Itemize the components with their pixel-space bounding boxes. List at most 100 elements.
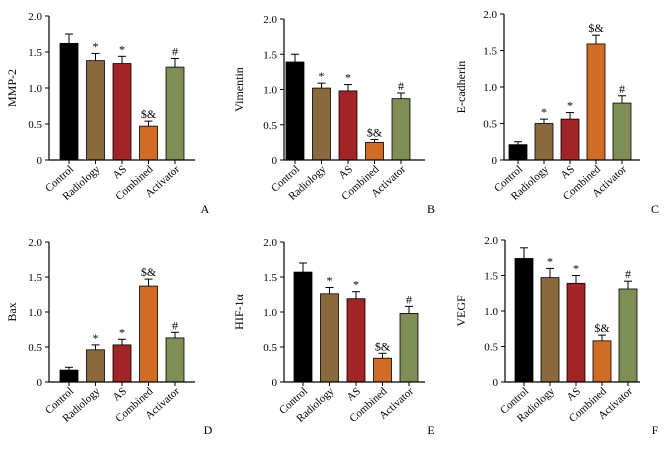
significance-combined: $& <box>141 107 157 121</box>
significance-as: * <box>119 42 125 56</box>
significance-as: * <box>573 262 579 276</box>
significance-radiology: * <box>547 254 553 268</box>
significance-as: * <box>353 278 359 292</box>
panel-b: Control*Radiology*AS$&Combined#Activator… <box>232 14 435 216</box>
bar-as <box>346 298 366 383</box>
panel-c: Control*Radiology*AS$&Combined#Activator… <box>454 9 659 216</box>
y-tick-label: 1.0 <box>483 82 497 94</box>
bar-as <box>112 63 132 161</box>
y-tick-label: 2.0 <box>28 237 42 249</box>
y-tick-label: 2.0 <box>263 14 277 26</box>
bar-control <box>285 61 305 161</box>
y-tick-label: 0 <box>37 377 43 389</box>
y-tick-label: 1.5 <box>263 272 277 284</box>
significance-combined: $& <box>588 21 604 35</box>
y-tick-label: 2.0 <box>483 9 497 21</box>
y-tick-label: 0 <box>272 377 278 389</box>
bar-combined <box>586 43 606 161</box>
y-tick-label: 1.5 <box>263 49 277 61</box>
panel-d: Control*Radiology*AS$&Combined#Activator… <box>5 237 213 437</box>
panel-letter: F <box>652 423 659 437</box>
bar-activator <box>391 98 411 161</box>
category-label-as: AS <box>559 163 577 181</box>
y-tick-label: 1.5 <box>483 46 497 58</box>
panel-letter: A <box>201 202 210 216</box>
y-tick-label: 1.5 <box>484 271 498 283</box>
bar-activator <box>618 288 638 383</box>
bar-activator <box>399 312 419 383</box>
significance-radiology: * <box>327 274 333 288</box>
bar-radiology <box>86 60 105 161</box>
significance-radiology: * <box>93 39 99 53</box>
panel-letter: D <box>204 423 213 437</box>
bar-control <box>293 271 313 383</box>
y-tick-label: 1.5 <box>28 272 42 284</box>
bar-combined <box>373 357 392 383</box>
category-label-as: AS <box>345 385 363 403</box>
y-tick-label: 2.0 <box>28 11 42 23</box>
y-tick-label: 1.0 <box>28 307 42 319</box>
bar-radiology <box>86 349 105 383</box>
bar-radiology <box>540 277 560 383</box>
category-label-as: AS <box>337 163 355 181</box>
bar-control <box>59 42 79 161</box>
y-tick-label: 1.0 <box>263 85 277 97</box>
significance-activator: # <box>619 82 625 96</box>
bar-radiology <box>320 293 339 383</box>
y-tick-label: 1.0 <box>28 83 42 95</box>
bar-control <box>508 144 528 161</box>
significance-combined: $& <box>594 321 610 335</box>
y-tick-label: 0.5 <box>483 119 497 131</box>
panel-a: Control*Radiology*AS$&Combined#Activator… <box>5 11 210 216</box>
bar-control <box>514 258 534 383</box>
bar-as <box>560 118 580 161</box>
significance-activator: # <box>172 44 178 58</box>
y-tick-label: 0.5 <box>28 119 42 131</box>
y-tick-label: 2.0 <box>484 235 498 247</box>
y-tick-label: 0.5 <box>263 120 277 132</box>
bar-control <box>59 369 79 383</box>
significance-combined: $& <box>367 126 383 140</box>
y-axis-title: HIF-1α <box>232 293 246 329</box>
significance-radiology: * <box>319 69 325 83</box>
category-label-as: AS <box>111 163 129 181</box>
panel-f: Control*Radiology*AS$&Combined#Activator… <box>454 235 659 437</box>
bar-activator <box>165 66 185 161</box>
bar-combined <box>139 285 158 383</box>
significance-radiology: * <box>93 331 99 345</box>
panel-letter: E <box>427 423 434 437</box>
y-axis-title: MMP-2 <box>5 69 19 107</box>
bar-radiology <box>312 87 331 161</box>
significance-as: * <box>567 99 573 113</box>
significance-as: * <box>119 325 125 339</box>
category-label-as: AS <box>111 385 129 403</box>
y-tick-label: 0 <box>493 377 499 389</box>
bar-activator <box>165 337 185 383</box>
panel-letter: C <box>651 202 659 216</box>
bar-as <box>338 90 358 161</box>
y-tick-label: 0.5 <box>484 342 498 354</box>
bar-activator <box>612 102 632 161</box>
significance-combined: $& <box>141 265 157 279</box>
significance-radiology: * <box>541 105 547 119</box>
significance-as: * <box>345 71 351 85</box>
significance-activator: # <box>625 267 631 281</box>
y-tick-label: 1.0 <box>484 306 498 318</box>
significance-activator: # <box>172 318 178 332</box>
y-axis-title: E-cadherin <box>454 61 468 114</box>
bar-combined <box>139 125 158 161</box>
bar-radiology <box>534 123 554 161</box>
bar-as <box>112 344 132 383</box>
significance-activator: # <box>398 79 404 93</box>
bar-combined <box>365 141 384 161</box>
panel-letter: B <box>427 202 435 216</box>
y-tick-label: 2.0 <box>263 237 277 249</box>
significance-activator: # <box>406 292 412 306</box>
y-tick-label: 1.5 <box>28 47 42 59</box>
y-tick-label: 0.5 <box>28 342 42 354</box>
bar-as <box>566 282 586 383</box>
y-axis-title: Vimentin <box>232 67 246 112</box>
bar-combined <box>592 340 612 383</box>
